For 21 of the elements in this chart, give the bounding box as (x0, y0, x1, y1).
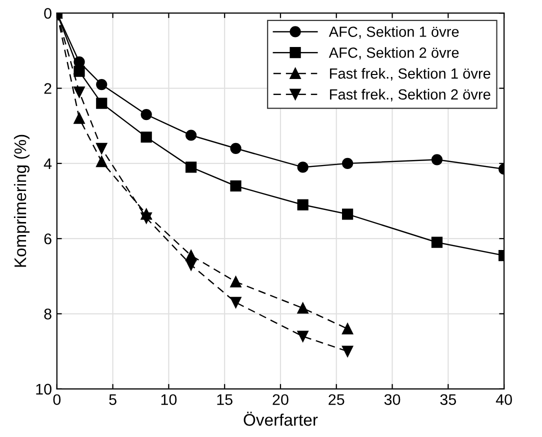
y-tick-label: 4 (44, 158, 52, 169)
x-tick-label: 20 (272, 394, 288, 406)
x-axis-title: Överfarter (244, 412, 318, 426)
legend-label: Fast frek., Sektion 1 övre (330, 68, 490, 80)
y-tick-label: 10 (36, 384, 52, 395)
x-tick-label: 0 (53, 394, 61, 406)
y-tick-label: 0 (44, 8, 52, 19)
y-tick-label: 8 (44, 308, 52, 320)
x-tick-label: 40 (496, 394, 512, 406)
x-tick-label: 5 (109, 394, 116, 406)
x-tick-label: 30 (384, 394, 400, 406)
x-tick-label: 25 (328, 394, 344, 406)
y-tick-label: 6 (44, 233, 52, 244)
y-axis-title: Komprimering (%) (14, 134, 30, 267)
x-tick-label: 10 (161, 394, 177, 406)
x-tick-label: 15 (217, 394, 232, 406)
y-tick-label: 2 (44, 83, 52, 94)
x-tick-label: 35 (440, 394, 456, 406)
legend-label: AFC, Sektion 2 övre (328, 47, 459, 60)
legend-label: Fast frek., Sektion 2 övre (330, 88, 490, 102)
legend-label: AFC, Sektion 1 övre (328, 26, 459, 39)
